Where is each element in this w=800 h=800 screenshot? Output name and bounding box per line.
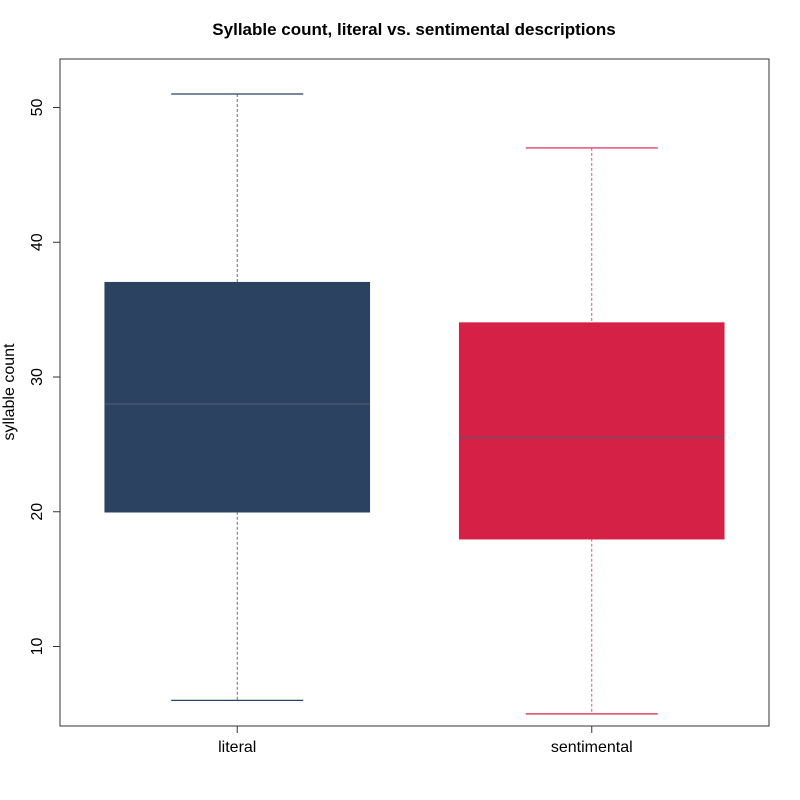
- plot-frame: [59, 58, 770, 727]
- y-axis: 10 20 30 40 50: [29, 99, 60, 655]
- x-tick-label-sentimental: sentimental: [551, 739, 633, 756]
- y-tick-label-40: 40: [29, 233, 46, 251]
- y-axis-label: syllable count: [1, 343, 18, 441]
- x-axis: literal sentimental: [218, 726, 633, 756]
- box-group-literal: [104, 93, 371, 701]
- box-group-sentimental: [458, 147, 725, 715]
- y-tick-label-30: 30: [29, 368, 46, 386]
- box-sentimental: [458, 322, 725, 540]
- x-tick-label-literal: literal: [218, 739, 256, 756]
- y-tick-label-50: 50: [29, 99, 46, 117]
- plot-area: [104, 93, 725, 715]
- box-literal: [104, 281, 371, 513]
- y-tick-label-10: 10: [29, 637, 46, 655]
- y-tick-label-20: 20: [29, 503, 46, 521]
- chart-title: Syllable count, literal vs. sentimental …: [212, 20, 615, 39]
